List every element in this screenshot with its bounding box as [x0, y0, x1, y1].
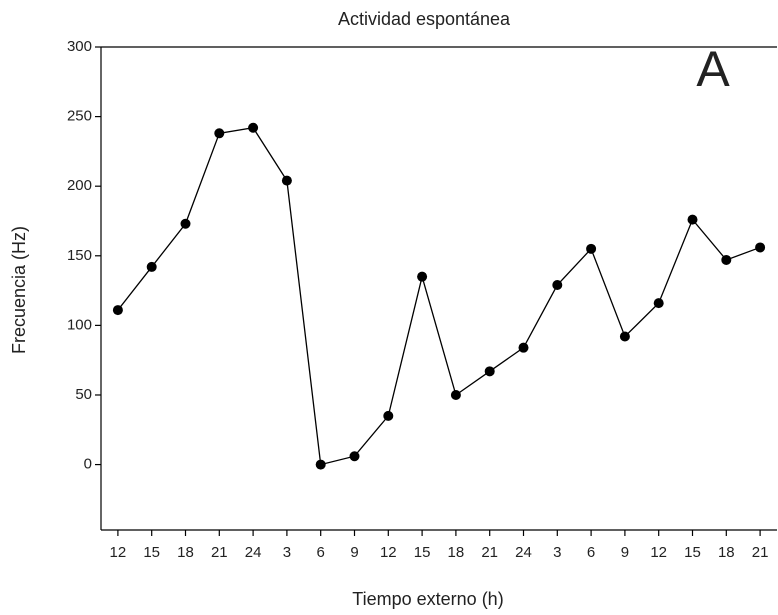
data-point [552, 280, 563, 291]
y-tick-label: 50 [75, 386, 92, 403]
data-line [117, 127, 761, 466]
data-point [721, 254, 732, 265]
y-tick-label: 250 [67, 108, 92, 125]
x-tick-label: 6 [317, 544, 325, 561]
y-tick-label: 150 [67, 247, 92, 264]
x-tick-label: 12 [650, 544, 667, 561]
data-point [687, 214, 698, 225]
x-tick-label: 21 [481, 544, 498, 561]
x-tick-label: 9 [350, 544, 358, 561]
y-tick-label: 300 [67, 38, 92, 55]
x-tick-label: 6 [587, 544, 595, 561]
x-tick-label: 9 [621, 544, 629, 561]
data-point [349, 451, 360, 462]
data-point [450, 389, 461, 400]
x-tick-label: 18 [718, 544, 735, 561]
data-point [586, 243, 597, 254]
x-tick-label: 24 [245, 544, 262, 561]
x-tick-label: 15 [414, 544, 431, 561]
data-point [214, 128, 225, 139]
data-point [315, 459, 326, 470]
data-point [112, 305, 123, 316]
data-point [653, 298, 664, 309]
y-tick-label: 0 [84, 456, 92, 473]
data-point [383, 410, 394, 421]
x-tick-label: 3 [283, 544, 291, 561]
data-point [518, 342, 529, 353]
x-tick-label: 18 [177, 544, 194, 561]
x-tick-label: 15 [684, 544, 701, 561]
panel-label: A [696, 41, 730, 97]
y-tick-label: 200 [67, 177, 92, 194]
data-point [484, 366, 495, 377]
x-tick-label: 15 [143, 544, 160, 561]
chart-title: Actividad espontánea [338, 9, 511, 29]
x-tick-label: 3 [553, 544, 561, 561]
data-point [281, 175, 292, 186]
x-axis-label: Tiempo externo (h) [352, 589, 503, 609]
x-tick-label: 12 [110, 544, 127, 561]
x-tick-label: 12 [380, 544, 397, 561]
x-tick-label: 21 [752, 544, 769, 561]
data-point [248, 122, 259, 133]
x-tick-label: 24 [515, 544, 532, 561]
y-axis-label: Frecuencia (Hz) [9, 226, 29, 354]
x-tick-label: 18 [448, 544, 465, 561]
data-point [146, 261, 157, 272]
data-point [755, 242, 766, 253]
y-tick-label: 100 [67, 316, 92, 333]
data-point [180, 218, 191, 229]
x-tick-label: 21 [211, 544, 228, 561]
data-point [619, 331, 630, 342]
data-point [417, 271, 428, 282]
